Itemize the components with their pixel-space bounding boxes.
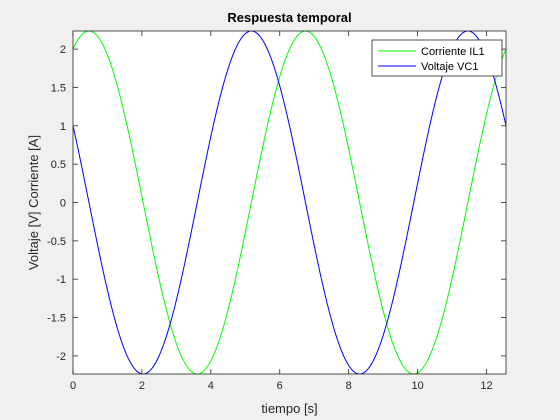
y-tick-label: 2 xyxy=(60,44,66,56)
x-tick-label: 2 xyxy=(139,380,145,392)
y-tick-label: 0 xyxy=(60,198,66,210)
x-tick-label: 6 xyxy=(277,380,283,392)
y-tick-label: 1.5 xyxy=(51,82,66,94)
legend-box xyxy=(371,39,503,77)
y-tick-label: -1.5 xyxy=(47,313,66,325)
x-tick-label: 8 xyxy=(346,380,352,392)
legend-entry: Voltaje VC1 xyxy=(421,61,478,73)
y-tick-label: -0.5 xyxy=(47,236,66,248)
x-tick-label: 12 xyxy=(480,380,492,392)
y-tick-label: 0.5 xyxy=(51,159,66,171)
series-line-1 xyxy=(73,31,506,374)
chart-title: Respuesta temporal xyxy=(227,10,351,25)
plot-area xyxy=(73,31,506,374)
ticks-layer: 0 2 4 6 8 10 12 -2 -1.5 -1 -0.5 0 0.5 1 1.5 2 xyxy=(47,31,506,392)
x-tick-label: 4 xyxy=(208,380,214,392)
y-tick-label: -2 xyxy=(56,351,66,363)
y-tick-label: 1 xyxy=(60,121,66,133)
x-tick-label: 10 xyxy=(411,380,423,392)
x-tick-label: 0 xyxy=(70,380,76,392)
legend-entry: Corriente IL1 xyxy=(421,46,485,58)
y-tick-label: -1 xyxy=(56,274,66,286)
x-axis-label: tiempo [s] xyxy=(261,401,317,416)
legend: Corriente IL1 Voltaje VC1 xyxy=(371,39,503,77)
y-axis-label: Voltaje [V] Corriente [A] xyxy=(26,135,41,270)
